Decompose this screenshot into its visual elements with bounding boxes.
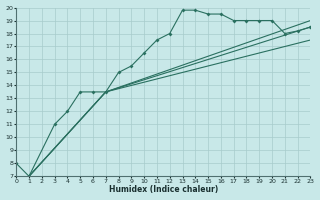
X-axis label: Humidex (Indice chaleur): Humidex (Indice chaleur) bbox=[109, 185, 218, 194]
